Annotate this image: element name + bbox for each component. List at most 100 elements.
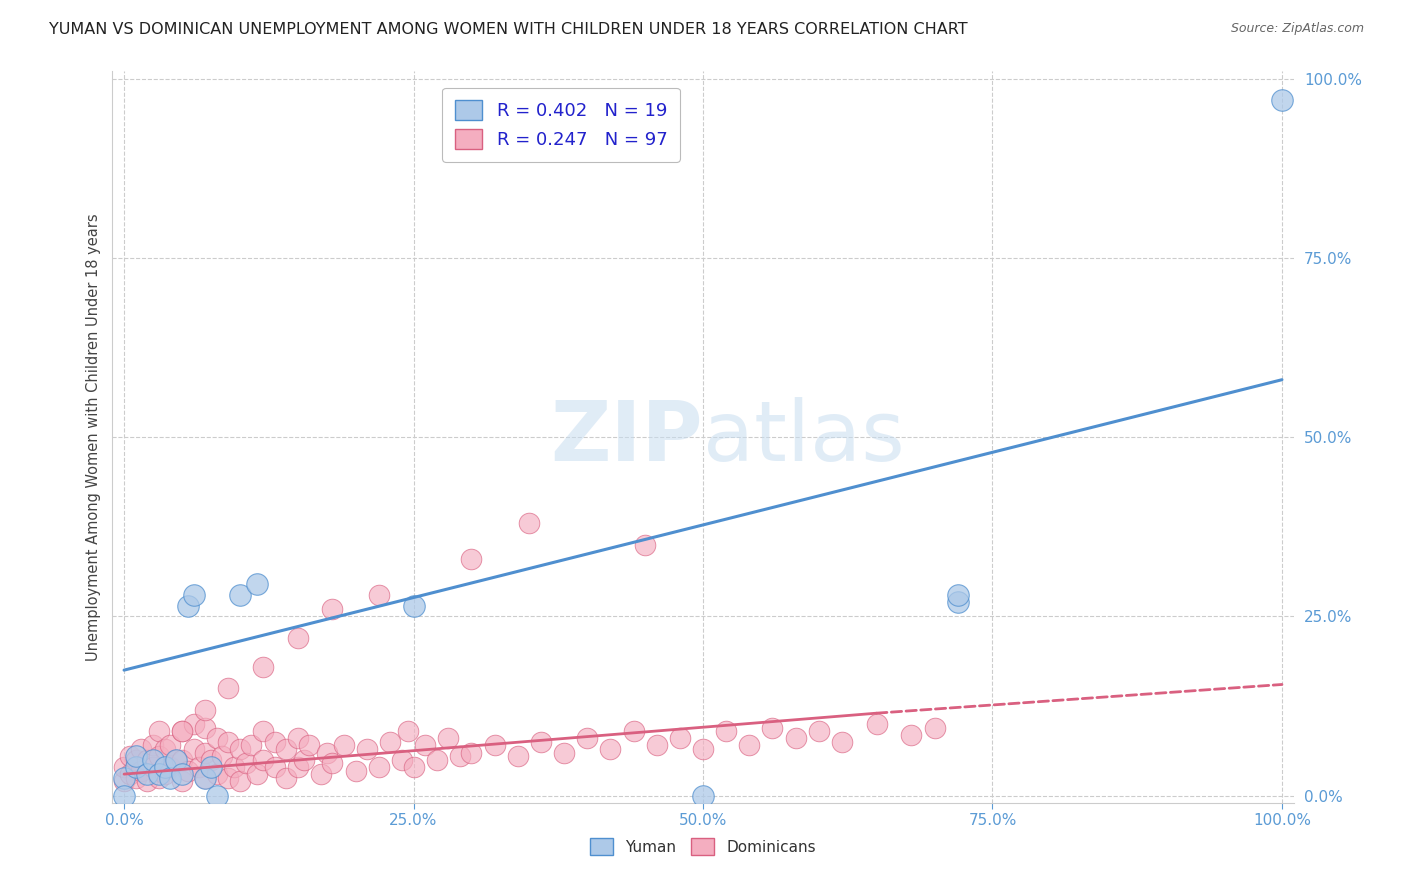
Point bbox=[530, 735, 553, 749]
Point bbox=[200, 760, 222, 774]
Point bbox=[148, 767, 170, 781]
Point bbox=[183, 717, 205, 731]
Point bbox=[321, 756, 343, 771]
Point bbox=[449, 749, 471, 764]
Point bbox=[344, 764, 367, 778]
Legend: Yuman, Dominicans: Yuman, Dominicans bbox=[583, 832, 823, 861]
Point bbox=[900, 728, 922, 742]
Point bbox=[159, 739, 181, 753]
Point bbox=[367, 760, 389, 774]
Point bbox=[170, 774, 193, 789]
Point bbox=[321, 602, 343, 616]
Point bbox=[287, 760, 309, 774]
Point bbox=[177, 764, 200, 778]
Point bbox=[692, 742, 714, 756]
Point bbox=[553, 746, 575, 760]
Point bbox=[229, 774, 252, 789]
Point bbox=[148, 771, 170, 785]
Point bbox=[738, 739, 761, 753]
Point bbox=[391, 753, 413, 767]
Point bbox=[131, 742, 153, 756]
Point bbox=[246, 577, 269, 591]
Point bbox=[645, 739, 668, 753]
Point bbox=[153, 742, 176, 756]
Point bbox=[229, 588, 252, 602]
Point bbox=[517, 516, 540, 530]
Text: YUMAN VS DOMINICAN UNEMPLOYMENT AMONG WOMEN WITH CHILDREN UNDER 18 YEARS CORRELA: YUMAN VS DOMINICAN UNEMPLOYMENT AMONG WO… bbox=[49, 22, 967, 37]
Point bbox=[623, 724, 645, 739]
Point bbox=[148, 749, 170, 764]
Point bbox=[714, 724, 737, 739]
Point bbox=[240, 739, 263, 753]
Point bbox=[263, 735, 285, 749]
Point bbox=[246, 767, 269, 781]
Point bbox=[183, 588, 205, 602]
Point bbox=[183, 742, 205, 756]
Point bbox=[460, 552, 482, 566]
Point bbox=[136, 774, 159, 789]
Point bbox=[669, 731, 692, 746]
Point bbox=[761, 721, 783, 735]
Text: ZIP: ZIP bbox=[551, 397, 703, 477]
Point bbox=[124, 771, 146, 785]
Point bbox=[188, 760, 211, 774]
Point bbox=[170, 753, 193, 767]
Point bbox=[118, 767, 141, 781]
Point bbox=[131, 764, 153, 778]
Point bbox=[437, 731, 460, 746]
Point bbox=[396, 724, 419, 739]
Point bbox=[211, 749, 233, 764]
Point bbox=[692, 789, 714, 803]
Point bbox=[367, 588, 389, 602]
Point bbox=[112, 774, 135, 789]
Point bbox=[170, 724, 193, 739]
Point bbox=[148, 724, 170, 739]
Y-axis label: Unemployment Among Women with Children Under 18 years: Unemployment Among Women with Children U… bbox=[86, 213, 101, 661]
Point bbox=[634, 538, 657, 552]
Point bbox=[484, 739, 506, 753]
Point bbox=[276, 771, 298, 785]
Point bbox=[292, 753, 315, 767]
Point bbox=[413, 739, 436, 753]
Point bbox=[287, 731, 309, 746]
Point bbox=[276, 742, 298, 756]
Point bbox=[112, 789, 135, 803]
Point bbox=[866, 717, 889, 731]
Point bbox=[170, 767, 193, 781]
Point bbox=[205, 767, 228, 781]
Point bbox=[946, 588, 969, 602]
Point bbox=[426, 753, 449, 767]
Point bbox=[205, 731, 228, 746]
Point bbox=[252, 659, 274, 673]
Point bbox=[402, 599, 425, 613]
Point bbox=[153, 760, 176, 774]
Point bbox=[200, 753, 222, 767]
Point bbox=[194, 771, 217, 785]
Point bbox=[229, 742, 252, 756]
Point bbox=[124, 760, 146, 774]
Point bbox=[460, 746, 482, 760]
Point bbox=[136, 753, 159, 767]
Point bbox=[217, 681, 239, 695]
Point bbox=[831, 735, 853, 749]
Point bbox=[159, 771, 181, 785]
Point bbox=[112, 771, 135, 785]
Point bbox=[136, 767, 159, 781]
Point bbox=[194, 721, 217, 735]
Point bbox=[165, 753, 187, 767]
Point bbox=[118, 749, 141, 764]
Point bbox=[194, 771, 217, 785]
Point bbox=[785, 731, 807, 746]
Point bbox=[287, 631, 309, 645]
Point bbox=[194, 702, 217, 716]
Point bbox=[194, 746, 217, 760]
Point bbox=[402, 760, 425, 774]
Point bbox=[205, 789, 228, 803]
Point bbox=[506, 749, 529, 764]
Point bbox=[309, 767, 332, 781]
Point bbox=[252, 724, 274, 739]
Point bbox=[142, 760, 165, 774]
Point bbox=[380, 735, 402, 749]
Point bbox=[298, 739, 321, 753]
Point bbox=[170, 724, 193, 739]
